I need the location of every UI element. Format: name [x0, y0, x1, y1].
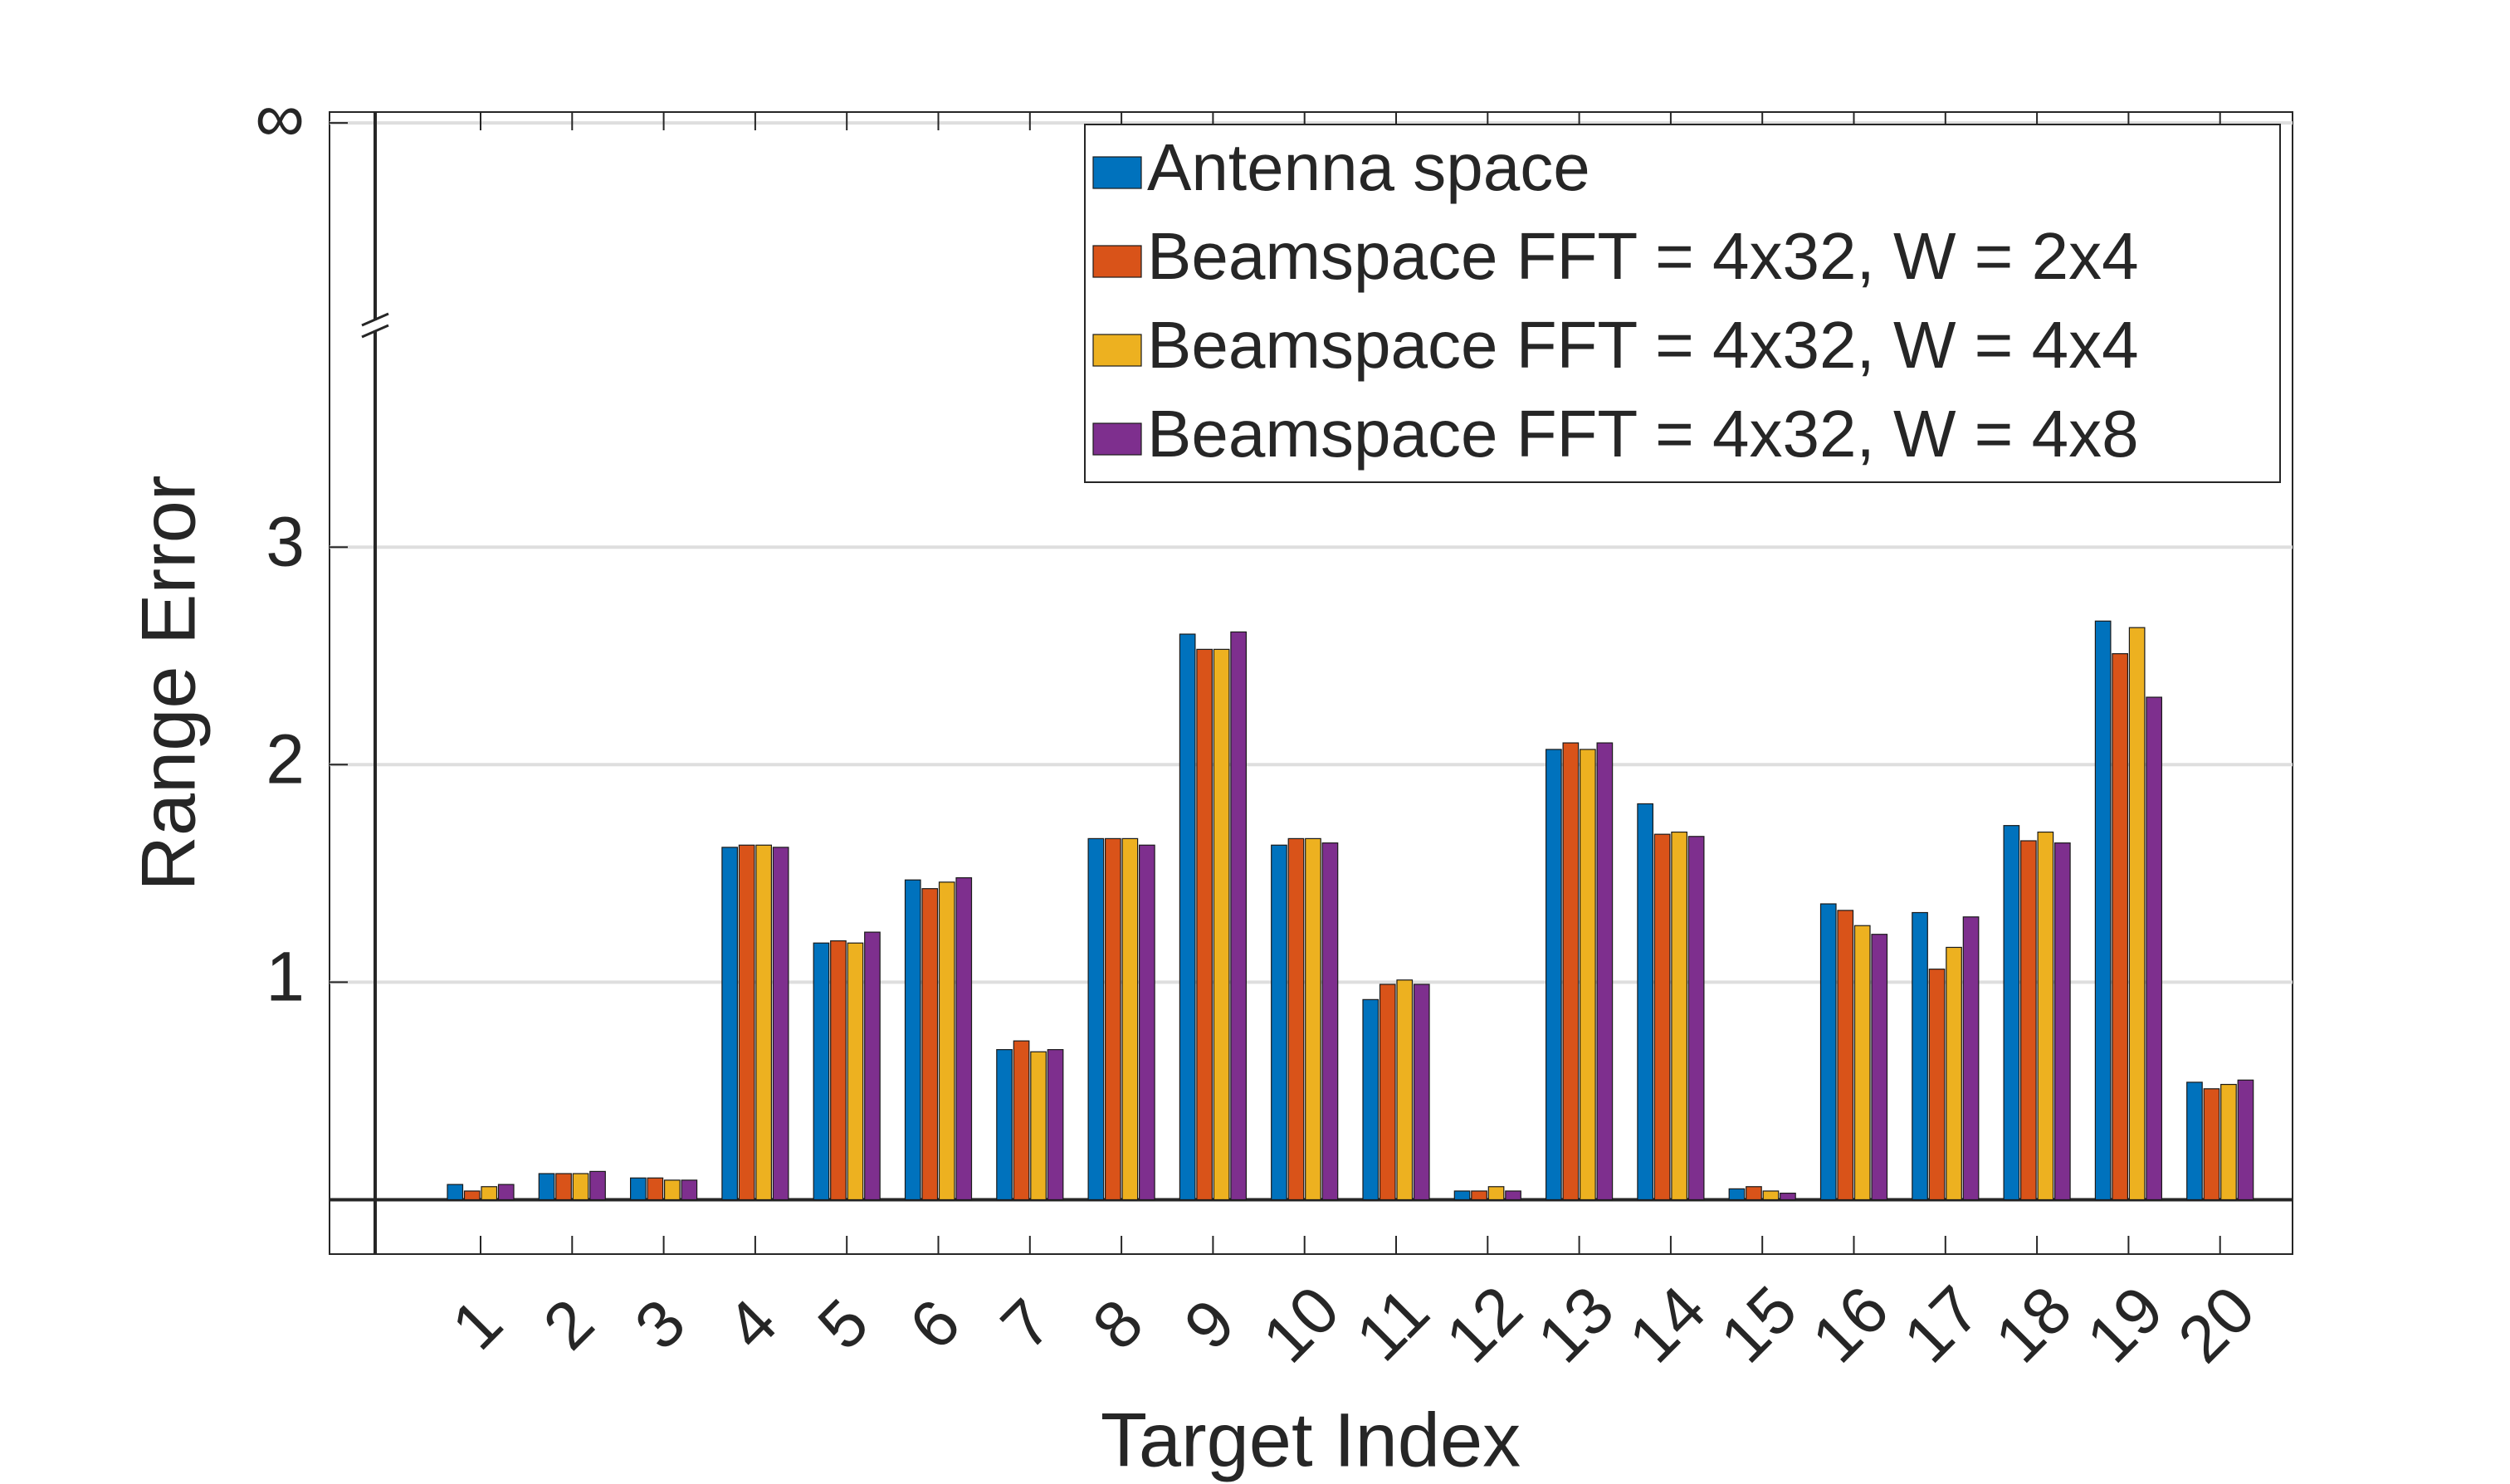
bar: [1637, 803, 1654, 1201]
axis-break: [361, 312, 389, 327]
bar: [647, 1177, 664, 1201]
legend-label: Beamspace FFT = 4x32, W = 2x4: [1147, 219, 2139, 293]
bar: [1671, 831, 1688, 1201]
bar: [1213, 648, 1230, 1201]
bar: [1030, 1051, 1047, 1201]
legend-label: Antenna space: [1147, 130, 1590, 204]
bar: [2237, 1079, 2254, 1201]
bar: [996, 1049, 1013, 1201]
bar: [681, 1179, 698, 1201]
bar: [1047, 1049, 1064, 1201]
bar: [721, 847, 739, 1201]
bar: [1545, 749, 1562, 1201]
bar: [2054, 842, 2071, 1201]
bar: [813, 942, 830, 1201]
bar: [1321, 842, 1339, 1201]
bar: [1121, 837, 1139, 1201]
bar: [538, 1173, 555, 1201]
bar: [463, 1190, 481, 1201]
bar: [1946, 946, 1962, 1201]
bar: [2128, 627, 2146, 1201]
legend-box: [1084, 124, 2281, 483]
legend-label: Beamspace FFT = 4x32, W = 4x4: [1147, 308, 2139, 382]
bar: [1396, 979, 1414, 1201]
bar: [2112, 653, 2128, 1201]
bar: [2186, 1081, 2203, 1201]
bar: [1746, 1186, 1762, 1201]
bar: [1928, 969, 1946, 1201]
y-tick-label: 2: [266, 720, 305, 798]
bar: [589, 1170, 606, 1201]
bar: [955, 876, 973, 1201]
legend-swatch: [1092, 422, 1142, 456]
y-tick-label: 1: [266, 938, 305, 1016]
bar: [2037, 831, 2054, 1201]
bar: [1287, 837, 1305, 1201]
bar: [1912, 911, 1928, 1201]
bar: [1653, 833, 1671, 1201]
bar: [481, 1186, 498, 1201]
bar: [904, 879, 921, 1201]
bar: [1579, 749, 1596, 1201]
bar: [1013, 1040, 1030, 1201]
bar: [1104, 837, 1121, 1201]
bar: [921, 888, 939, 1201]
bar: [1596, 742, 1614, 1201]
bar: [2020, 840, 2037, 1201]
bar: [772, 847, 789, 1201]
bar: [2003, 825, 2020, 1201]
bar: [1871, 934, 1888, 1201]
bar: [1819, 903, 1837, 1201]
bar: [1453, 1190, 1471, 1201]
legend-swatch: [1092, 156, 1142, 189]
bar: [1837, 910, 1854, 1201]
bar: [864, 931, 881, 1201]
bar: [1762, 1190, 1780, 1201]
bar: [2146, 696, 2162, 1201]
y-tick-label: ∞: [255, 78, 305, 156]
bar: [1138, 844, 1155, 1201]
bar: [1780, 1193, 1796, 1201]
bar: [1853, 925, 1871, 1201]
bar: [1230, 631, 1248, 1201]
bar: [2203, 1088, 2220, 1201]
legend-swatch: [1092, 334, 1142, 367]
bar: [847, 942, 864, 1201]
legend: Antenna space Beamspace FFT = 4x32, W = 2…: [1084, 124, 2281, 483]
bar: [663, 1179, 681, 1201]
bar: [1413, 984, 1430, 1201]
bar: [938, 881, 955, 1201]
bar: [1379, 984, 1396, 1201]
bar: [1271, 844, 1287, 1201]
bar: [1487, 1186, 1505, 1201]
bar: [1362, 998, 1380, 1201]
bar: [497, 1184, 515, 1201]
y-axis-label: Range Error: [126, 475, 211, 891]
bar: [1196, 648, 1213, 1201]
bar: [555, 1173, 572, 1201]
y-tick-label: 3: [266, 502, 305, 580]
bar: [1687, 836, 1705, 1201]
bar: [1505, 1190, 1521, 1201]
legend-swatch: [1092, 245, 1142, 278]
bar: [629, 1177, 647, 1201]
bar: [2094, 620, 2112, 1201]
bar: [1179, 633, 1196, 1201]
bar: [572, 1173, 589, 1201]
bar: [1471, 1190, 1487, 1201]
x-axis-label: Target Index: [1101, 1398, 1521, 1482]
bar: [738, 844, 755, 1201]
bar: [1728, 1188, 1746, 1201]
bar: [447, 1184, 464, 1201]
bar: [1305, 837, 1321, 1201]
bar: [1962, 916, 1980, 1201]
bar: [830, 940, 847, 1201]
legend-label: Beamspace FFT = 4x32, W = 4x8: [1147, 397, 2139, 471]
bar: [2220, 1083, 2237, 1201]
bar: [1562, 742, 1580, 1201]
axis-break: [361, 324, 389, 339]
bar: [755, 844, 773, 1201]
bar: [1087, 837, 1105, 1201]
